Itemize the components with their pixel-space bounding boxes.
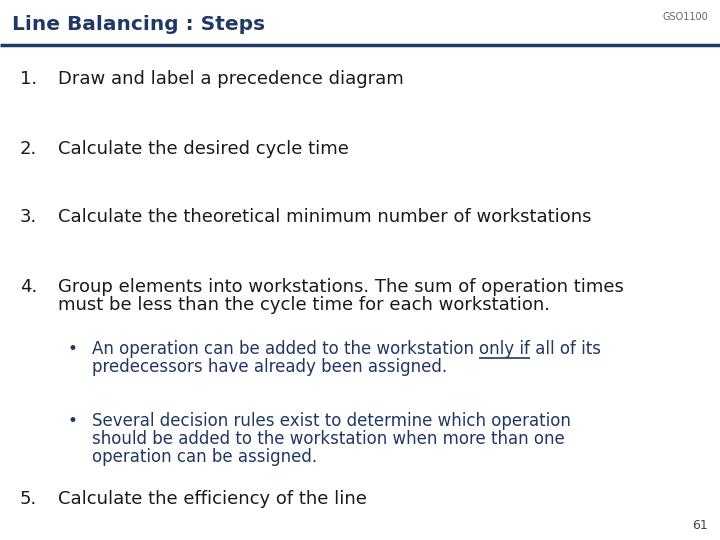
Text: Several decision rules exist to determine which operation: Several decision rules exist to determin… [92, 412, 571, 430]
Text: •: • [68, 340, 78, 358]
Text: 4.: 4. [20, 278, 37, 296]
Text: only if: only if [480, 340, 530, 358]
Text: predecessors have already been assigned.: predecessors have already been assigned. [92, 358, 447, 376]
Text: Draw and label a precedence diagram: Draw and label a precedence diagram [58, 70, 404, 88]
Text: all of its: all of its [530, 340, 601, 358]
Text: GSO1100: GSO1100 [662, 12, 708, 22]
Text: 2.: 2. [20, 140, 37, 158]
Text: •: • [68, 412, 78, 430]
Text: 61: 61 [692, 519, 708, 532]
Text: should be added to the workstation when more than one: should be added to the workstation when … [92, 430, 564, 448]
Text: 5.: 5. [20, 490, 37, 508]
Text: Calculate the theoretical minimum number of workstations: Calculate the theoretical minimum number… [58, 208, 592, 226]
Text: operation can be assigned.: operation can be assigned. [92, 448, 317, 466]
Text: Group elements into workstations. The sum of operation times: Group elements into workstations. The su… [58, 278, 624, 296]
Text: Calculate the efficiency of the line: Calculate the efficiency of the line [58, 490, 367, 508]
Text: Line Balancing : Steps: Line Balancing : Steps [12, 15, 265, 33]
Text: 1.: 1. [20, 70, 37, 88]
Text: An operation can be added to the workstation: An operation can be added to the worksta… [92, 340, 480, 358]
Text: must be less than the cycle time for each workstation.: must be less than the cycle time for eac… [58, 296, 550, 314]
Text: Calculate the desired cycle time: Calculate the desired cycle time [58, 140, 349, 158]
Text: 3.: 3. [20, 208, 37, 226]
